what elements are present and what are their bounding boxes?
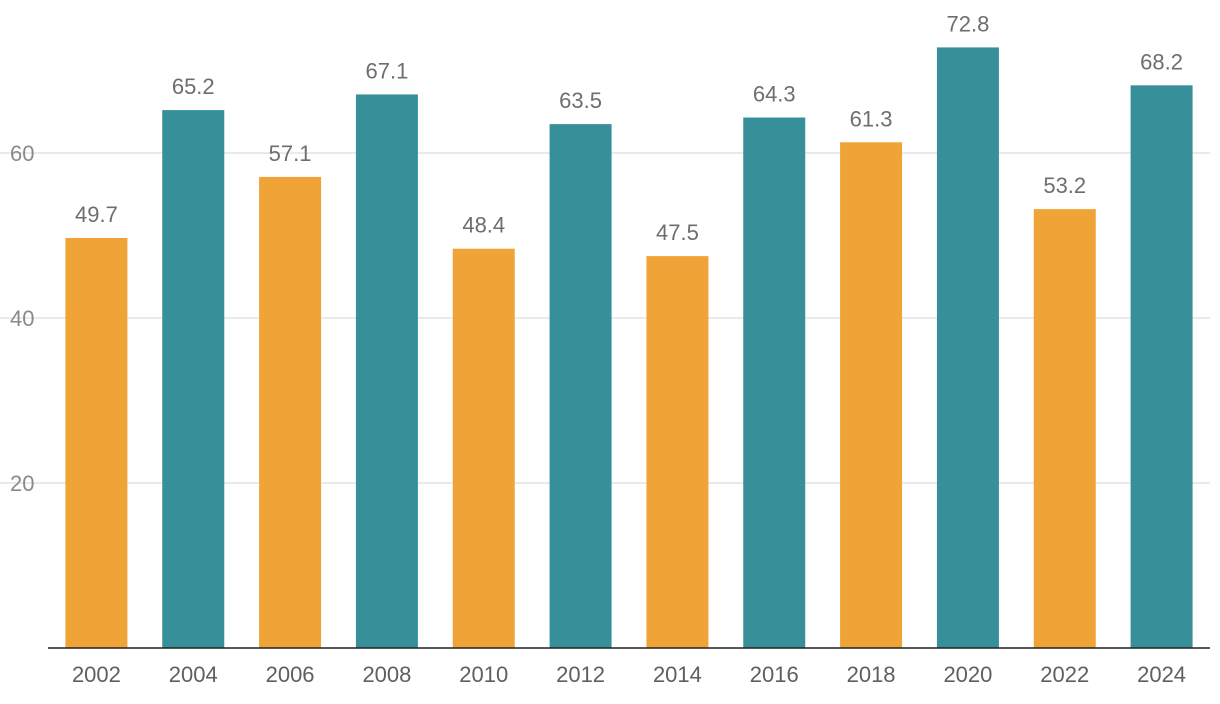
y-tick-label: 40: [10, 306, 34, 331]
bar-2024: [1130, 85, 1193, 649]
value-label-2006: 57.1: [269, 141, 312, 166]
value-label-2008: 67.1: [366, 58, 409, 83]
x-tick-label-2022: 2022: [1040, 662, 1089, 687]
value-label-2010: 48.4: [462, 213, 505, 238]
bar-2002: [65, 237, 128, 648]
x-tick-label-2014: 2014: [653, 662, 702, 687]
value-labels: 49.7 65.2 57.1 67.1 48.4 63.5 47.5 64.3 61.3 72.8…: [75, 11, 1183, 245]
bar-2012: [549, 124, 612, 648]
x-tick-label-2006: 2006: [266, 662, 315, 687]
bar-2008: [355, 94, 418, 649]
y-tick-label: 60: [10, 141, 34, 166]
x-tick-label-2020: 2020: [943, 662, 992, 687]
x-tick-label-2008: 2008: [362, 662, 411, 687]
bar-2016: [743, 117, 806, 648]
bar-2020: [936, 47, 999, 648]
value-label-2004: 65.2: [172, 74, 215, 99]
value-label-2022: 53.2: [1043, 173, 1086, 198]
x-tick-label-2002: 2002: [72, 662, 121, 687]
x-tick-label-2004: 2004: [169, 662, 218, 687]
x-axis-ticks: 2002 2004 2006 2008 2010 2012 2014 2016 2018 2020…: [72, 662, 1186, 687]
x-tick-label-2010: 2010: [459, 662, 508, 687]
value-label-2002: 49.7: [75, 202, 118, 227]
x-tick-label-2016: 2016: [750, 662, 799, 687]
y-tick-label: 20: [10, 471, 34, 496]
bar-2022: [1033, 209, 1096, 648]
value-label-2014: 47.5: [656, 220, 699, 245]
value-label-2016: 64.3: [753, 82, 796, 107]
bar-2014: [646, 256, 709, 648]
bar-2018: [840, 142, 903, 648]
value-label-2020: 72.8: [947, 11, 990, 36]
bars: [65, 47, 1193, 649]
x-tick-label-2018: 2018: [847, 662, 896, 687]
x-tick-label-2024: 2024: [1137, 662, 1186, 687]
bar-2010: [452, 248, 515, 648]
y-axis-ticks: 20 40 60: [10, 141, 34, 496]
value-label-2024: 68.2: [1140, 49, 1183, 74]
bar-2004: [162, 110, 225, 649]
bar-2006: [259, 176, 322, 649]
x-tick-label-2012: 2012: [556, 662, 605, 687]
value-label-2018: 61.3: [850, 106, 893, 131]
value-label-2012: 63.5: [559, 88, 602, 113]
